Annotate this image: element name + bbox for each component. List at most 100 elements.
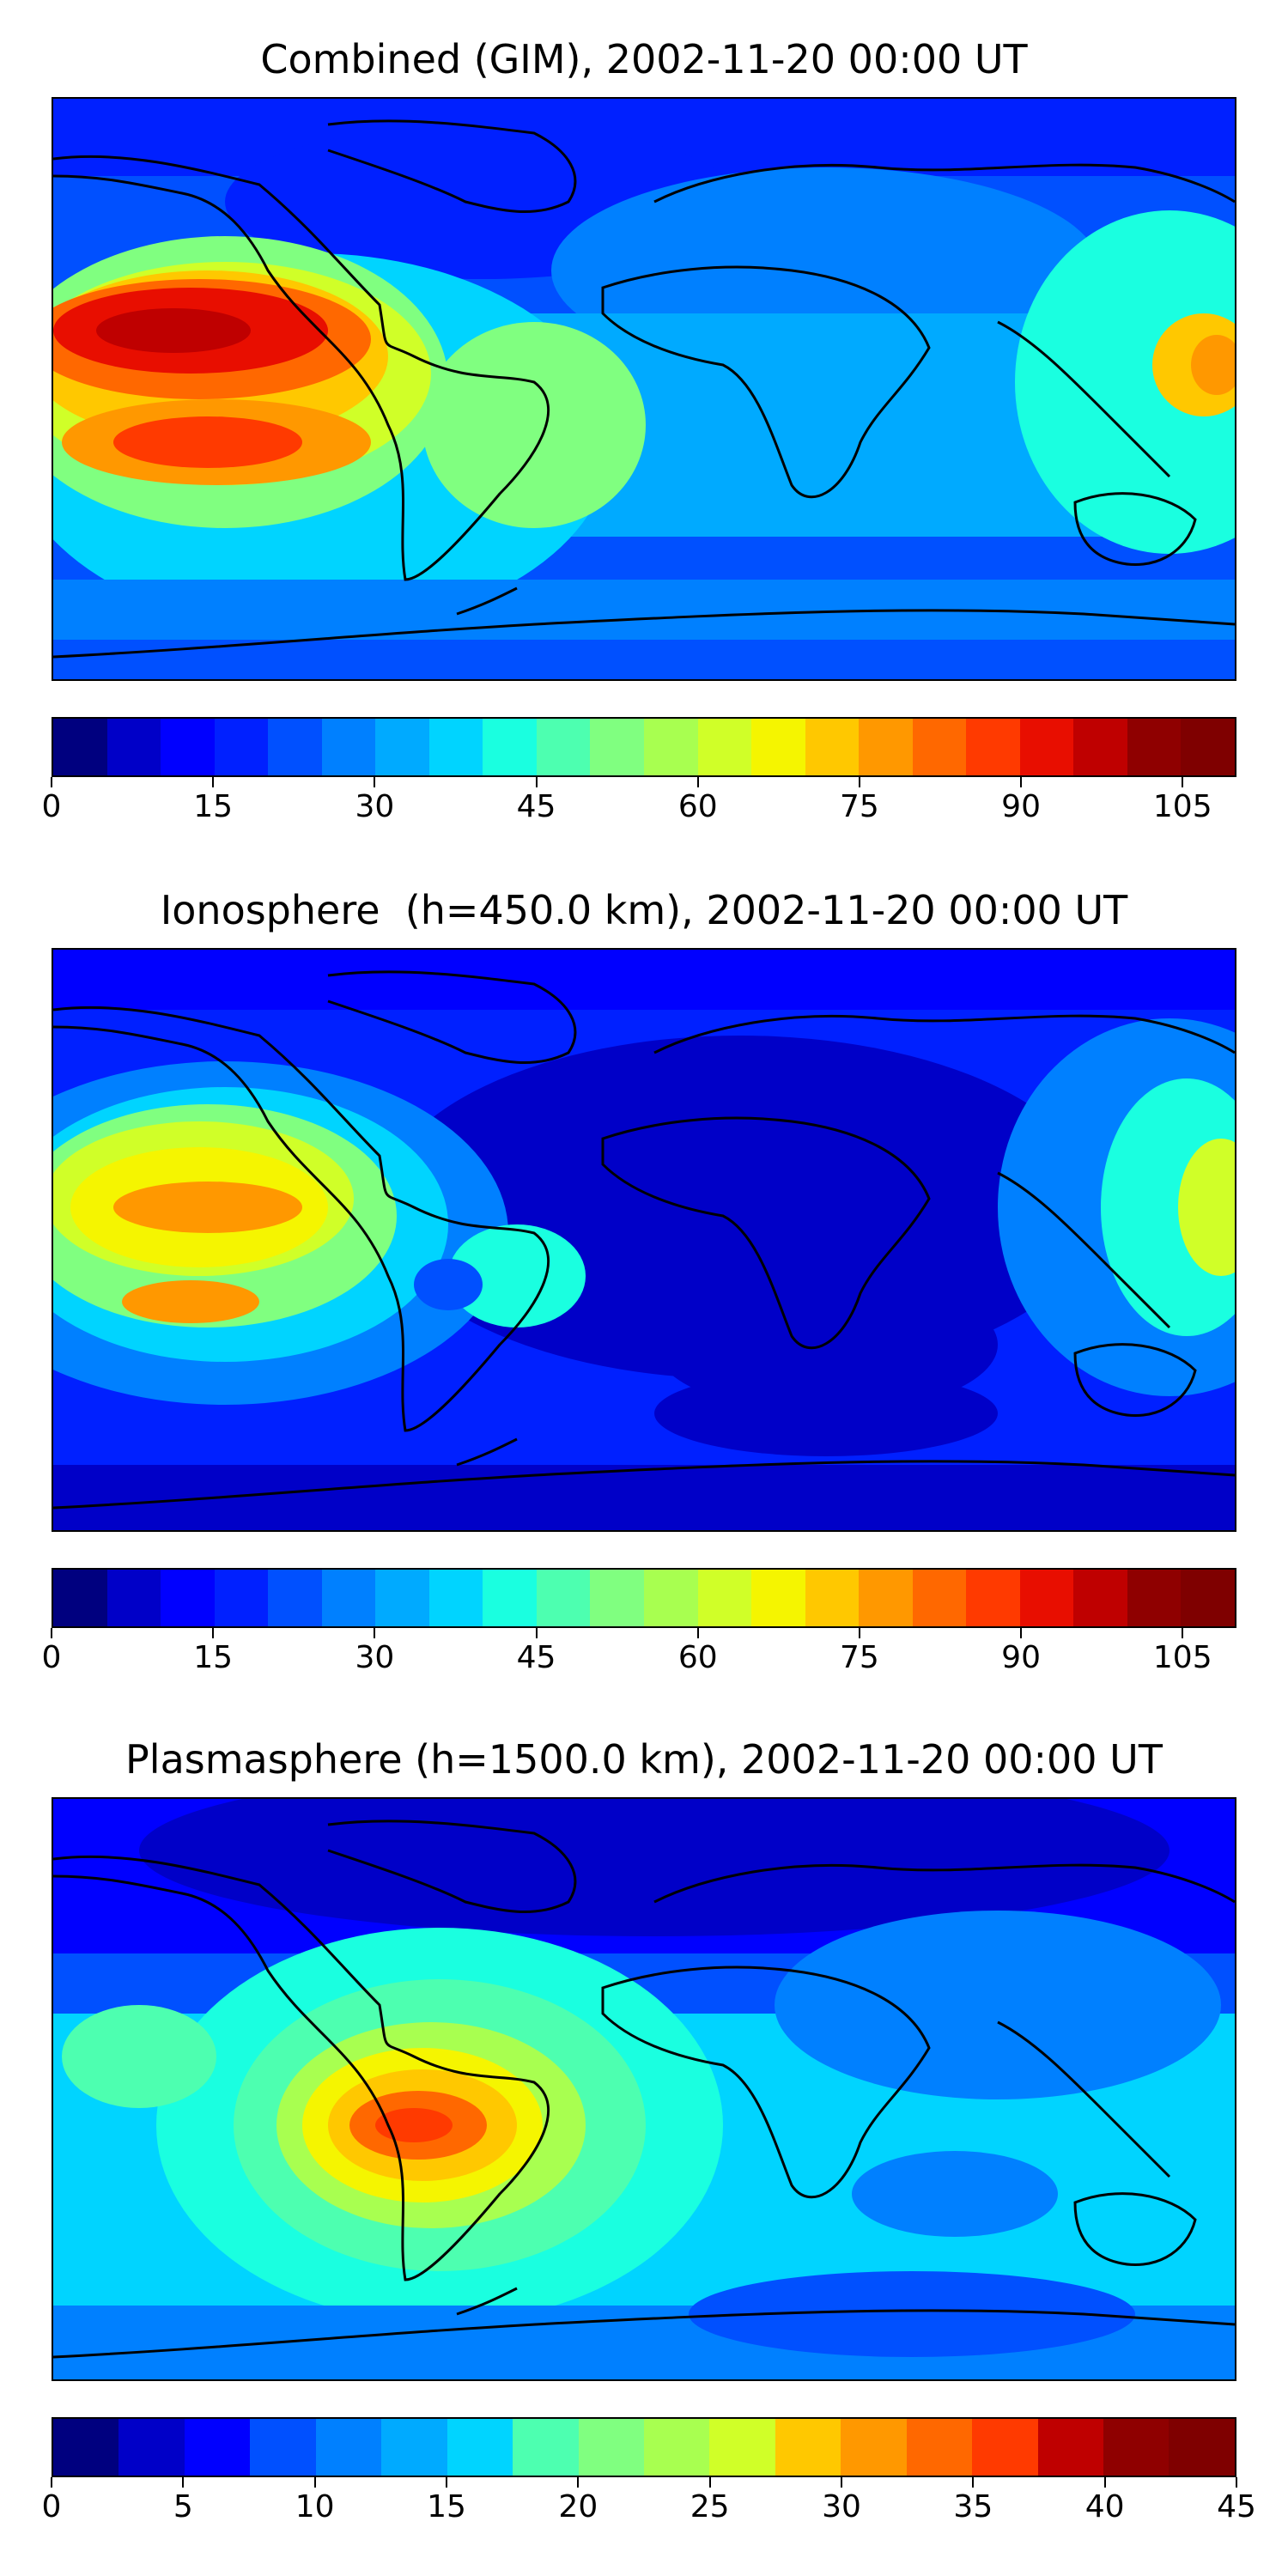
colorbar-tick (577, 2477, 580, 2488)
colorbar-tick-label: 0 (41, 2489, 62, 2524)
colorbar-tick-label: 0 (41, 1640, 62, 1675)
colorbar-level-8 (578, 2419, 644, 2476)
colorbar-level-15 (1037, 2419, 1103, 2476)
colorbar-level-13 (751, 1570, 805, 1626)
colorbar-level-17 (966, 1570, 1020, 1626)
colorbar-level-17 (966, 719, 1020, 775)
colorbar-level-12 (841, 2419, 907, 2476)
colorbar-level-8 (483, 1570, 537, 1626)
colorbar-level-16 (912, 719, 967, 775)
colorbar-tick (212, 1628, 215, 1638)
colorbar-tick (374, 777, 376, 787)
colorbar-tick-label: 60 (677, 1640, 718, 1675)
colorbar-tick (1103, 2477, 1106, 2488)
map-ionosphere (52, 948, 1236, 1532)
colorbar-level-10 (590, 1570, 645, 1626)
colorbar-tick-label: 5 (173, 2489, 193, 2524)
colorbar-tick-label: 15 (193, 1640, 234, 1675)
colorbar-tick-label: 75 (840, 789, 879, 824)
colorbar-level-0 (53, 2419, 119, 2476)
colorbar-tick-label: 20 (558, 2489, 598, 2524)
colorbar-tick (1020, 777, 1023, 787)
colorbar-level-9 (536, 719, 591, 775)
colorbar-level-7 (428, 1570, 483, 1626)
colorbar-plasmasphere (52, 2417, 1236, 2477)
colorbar-tick (535, 777, 538, 787)
colorbar-level-2 (184, 2419, 251, 2476)
colorbar-level-5 (321, 719, 376, 775)
colorbar-tick-label: 60 (677, 789, 718, 824)
colorbar-level-8 (483, 719, 537, 775)
colorbar-level-3 (214, 719, 269, 775)
colorbar-ionosphere (52, 1568, 1236, 1628)
colorbar-level-12 (697, 719, 752, 775)
colorbar-tick (696, 1628, 699, 1638)
colorbar-level-11 (775, 2419, 841, 2476)
colorbar-level-15 (859, 1570, 913, 1626)
colorbar-combined (52, 717, 1236, 777)
colorbar-level-1 (106, 1570, 161, 1626)
colorbar-tick (374, 1628, 376, 1638)
colorbar-tick-label: 105 (1152, 1640, 1212, 1675)
colorbar-level-13 (751, 719, 805, 775)
colorbar-tick-label: 45 (516, 1640, 556, 1675)
colorbar-tick (972, 2477, 975, 2488)
coastlines (53, 119, 1235, 659)
colorbar-level-3 (214, 1570, 269, 1626)
colorbar-level-20 (1127, 1570, 1182, 1626)
colorbar-tick (212, 777, 215, 787)
colorbar-tick-label: 15 (427, 2489, 466, 2524)
colorbar-level-4 (268, 1570, 322, 1626)
colorbar-level-10 (590, 719, 645, 775)
colorbar-tick-label: 90 (1001, 789, 1041, 824)
colorbar-level-21 (1181, 1570, 1236, 1626)
colorbar-tick-label: 30 (822, 2489, 861, 2524)
colorbar-tick (446, 2477, 447, 2488)
colorbar-tick (708, 2477, 711, 2488)
map-title-combined: Combined (GIM), 2002-11-20 00:00 UT (260, 36, 1028, 82)
colorbar-level-9 (536, 1570, 591, 1626)
colorbar-tick-label: 105 (1152, 789, 1212, 824)
coastlines (53, 1820, 1235, 2359)
colorbar-level-14 (972, 2419, 1038, 2476)
colorbar-tick-label: 10 (295, 2489, 335, 2524)
colorbar-level-6 (375, 719, 429, 775)
colorbar-tick-label: 45 (1217, 2489, 1256, 2524)
colorbar-level-15 (859, 719, 913, 775)
colorbar-tick (841, 2477, 842, 2488)
colorbar-tick (1020, 1628, 1023, 1638)
colorbar-tick-label: 75 (840, 1640, 879, 1675)
colorbar-tick-label: 45 (516, 789, 556, 824)
colorbar-tick-label: 0 (41, 789, 62, 824)
map-ionosphere-svg (53, 950, 1235, 1530)
colorbar-tick (858, 777, 860, 787)
colorbar-tick (1182, 777, 1184, 787)
colorbar-level-5 (321, 1570, 376, 1626)
map-plasmasphere-svg (53, 1799, 1235, 2379)
map-combined (52, 97, 1236, 681)
colorbar-level-1 (118, 2419, 185, 2476)
colorbar-level-17 (1169, 2419, 1235, 2476)
colorbar-level-14 (805, 1570, 860, 1626)
colorbar-level-0 (53, 719, 107, 775)
colorbar-tick (1236, 2477, 1237, 2488)
colorbar-level-19 (1073, 719, 1127, 775)
colorbar-tick (182, 2477, 185, 2488)
colorbar-level-21 (1181, 719, 1236, 775)
colorbar-level-2 (161, 1570, 215, 1626)
map-combined-svg (53, 99, 1235, 679)
colorbar-tick (696, 777, 699, 787)
map-title-ionosphere: Ionosphere (h=450.0 km), 2002-11-20 00:0… (160, 887, 1128, 933)
colorbar-level-13 (906, 2419, 973, 2476)
colorbar-tick-label: 35 (953, 2489, 993, 2524)
colorbar-level-4 (315, 2419, 382, 2476)
colorbar-level-18 (1019, 1570, 1074, 1626)
colorbar-level-11 (644, 719, 698, 775)
map-plasmasphere (52, 1797, 1236, 2381)
colorbar-tick (51, 2477, 52, 2488)
colorbar-level-4 (268, 719, 322, 775)
colorbar-tick (313, 2477, 316, 2488)
colorbar-level-5 (381, 2419, 447, 2476)
colorbar-level-0 (53, 1570, 107, 1626)
colorbar-level-3 (250, 2419, 316, 2476)
